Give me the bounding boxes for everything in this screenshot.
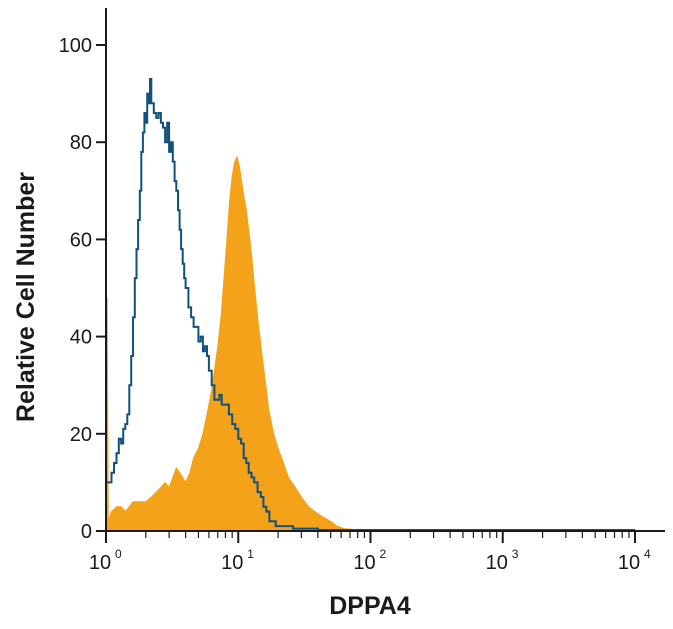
y-axis-title: Relative Cell Number [12, 172, 40, 422]
y-tick-label: 60 [70, 229, 92, 251]
x-tick-label: 10 [353, 552, 375, 574]
x-tick-label: 10 [618, 552, 640, 574]
y-tick-label: 80 [70, 132, 92, 154]
x-axis-title: DPPA4 [329, 592, 411, 620]
x-tick-label: 10 [486, 552, 508, 574]
x-tick-exponent: 4 [644, 547, 651, 561]
y-tick-label: 0 [81, 521, 92, 543]
y-tick-label: 40 [70, 327, 92, 349]
x-tick-exponent: 0 [115, 547, 122, 561]
y-tick-label: 100 [59, 35, 92, 57]
y-tick-label: 20 [70, 424, 92, 446]
x-tick-exponent: 1 [247, 547, 254, 561]
filled-histogram [105, 155, 636, 532]
plot-area [105, 78, 636, 532]
axis-labels: Relative Cell Number DPPA4 [12, 172, 411, 620]
x-tick-label: 10 [221, 552, 243, 574]
x-tick-label: 10 [89, 552, 111, 574]
x-tick-exponent: 3 [512, 547, 519, 561]
x-tick-exponent: 2 [380, 547, 387, 561]
outline-histogram [105, 78, 635, 531]
